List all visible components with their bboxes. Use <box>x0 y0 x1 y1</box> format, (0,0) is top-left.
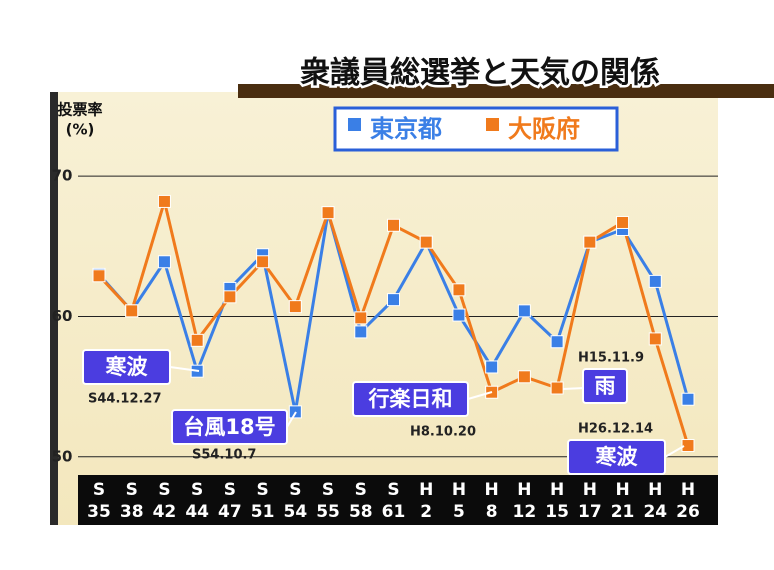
y-axis-label: (%) <box>66 121 95 139</box>
marker <box>354 311 368 325</box>
legend-label: 大阪府 <box>508 115 580 143</box>
x-tick-label: S 35 <box>87 480 111 522</box>
annotation-text: 寒波 <box>106 355 149 379</box>
x-tick-label: H 17 <box>578 480 602 522</box>
x-tick-label: S 54 <box>283 480 307 522</box>
annotation-text: 寒波 <box>596 445 639 469</box>
marker <box>387 293 400 307</box>
annotation-date: S54.10.7 <box>192 448 256 463</box>
marker <box>387 218 400 232</box>
annotation-text: 雨 <box>595 374 616 398</box>
marker <box>452 283 466 297</box>
x-tick-label: H 26 <box>676 480 700 522</box>
marker <box>419 235 433 249</box>
x-tick-label: H 15 <box>545 480 569 522</box>
legend <box>333 106 619 152</box>
x-tick-label: H 24 <box>643 480 667 522</box>
annotation-pointer <box>664 445 685 458</box>
x-tick-label: S 61 <box>382 480 406 522</box>
category-strip <box>78 475 718 525</box>
marker <box>452 308 466 322</box>
annotation-text: 台風18号 <box>183 415 275 439</box>
axis-bar <box>50 92 58 525</box>
y-tick-label: 50 <box>52 447 73 465</box>
annotation-box <box>582 368 628 404</box>
annotation-box <box>171 409 288 445</box>
y-tick-label: 60 <box>52 307 73 325</box>
marker <box>681 392 695 406</box>
annotation-text: 行楽日和 <box>368 387 453 411</box>
marker <box>125 304 139 318</box>
legend-label: 東京都 <box>370 115 442 143</box>
marker <box>92 269 106 283</box>
marker <box>157 194 171 208</box>
marker <box>583 235 597 249</box>
legend-swatch <box>348 118 361 131</box>
marker <box>550 381 564 395</box>
marker <box>157 255 171 269</box>
x-tick-label: S 44 <box>185 480 209 522</box>
marker <box>485 360 499 374</box>
annotation-pointer <box>169 366 200 372</box>
marker <box>288 300 302 314</box>
marker <box>321 206 335 220</box>
title-stripe <box>238 84 774 98</box>
annotation-date: H8.10.20 <box>410 425 476 440</box>
chart-title: 衆議員総選挙と天気の関係 <box>300 56 660 91</box>
marker <box>354 325 368 339</box>
y-tick-label: 70 <box>52 167 73 185</box>
legend-swatch <box>486 118 499 131</box>
annotation-box <box>82 349 171 385</box>
marker <box>256 255 270 269</box>
marker <box>648 332 662 346</box>
marker <box>681 439 695 453</box>
marker <box>550 335 564 349</box>
annotation-date: H26.12.14 <box>578 422 653 437</box>
x-tick-label: S 55 <box>316 480 340 522</box>
annotation-date: H15.11.9 <box>578 351 644 366</box>
x-tick-label: H 21 <box>611 480 635 522</box>
x-tick-label: S 51 <box>251 480 275 522</box>
annotation-pointer <box>467 391 493 400</box>
marker <box>223 290 237 304</box>
x-tick-label: S 42 <box>153 480 177 522</box>
marker <box>190 333 204 347</box>
marker <box>517 304 531 318</box>
marker <box>616 215 630 229</box>
x-tick-label: S 47 <box>218 480 242 522</box>
annotation-date: S44.12.27 <box>88 392 162 407</box>
annotation-box <box>567 439 666 475</box>
x-tick-label: H 12 <box>513 480 537 522</box>
marker <box>517 370 531 384</box>
annotation-box <box>352 381 469 417</box>
y-axis-label: 投票率 <box>57 101 102 119</box>
x-tick-label: S 38 <box>120 480 144 522</box>
x-tick-label: S 58 <box>349 480 373 522</box>
marker <box>648 274 662 288</box>
annotation-pointer <box>286 411 297 428</box>
